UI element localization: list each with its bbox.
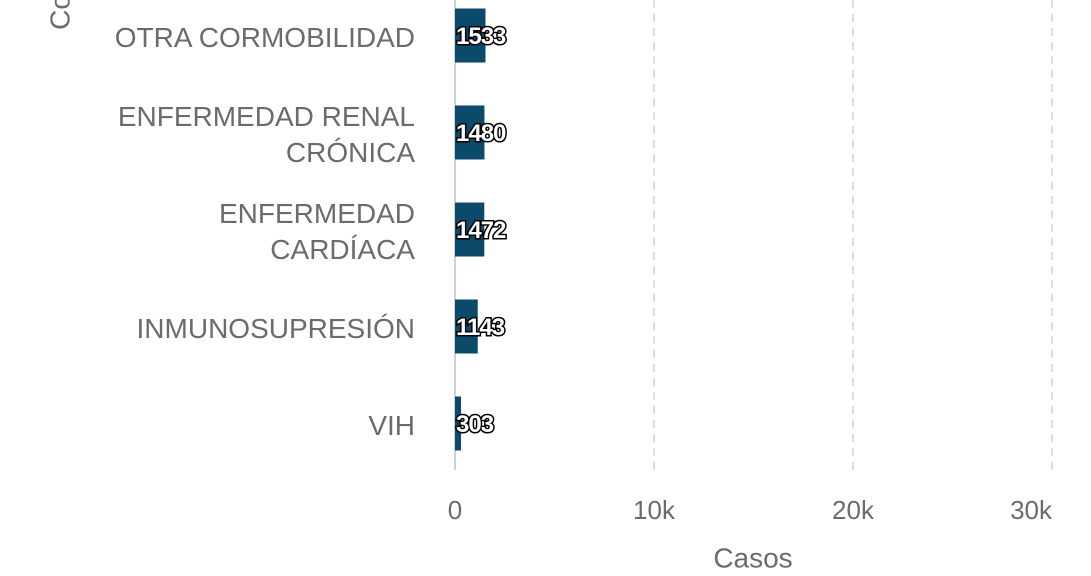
data-label: 303 [456,411,494,438]
x-tick-label: 20k [832,495,875,525]
data-label: 1472 [456,217,506,244]
y-tick-label: OTRA CORMOBILIDAD [114,21,415,53]
bar [455,202,485,257]
x-tick-label: 30k [1010,495,1053,525]
bar [455,396,462,451]
x-tick-label: 10k [633,495,676,525]
y-tick-label: VIH [368,409,415,441]
bar [455,299,478,354]
y-axis-label: Co [44,0,75,30]
x-tick-label: 0 [448,495,462,525]
bar [455,8,486,63]
bar [455,105,485,160]
x-axis-label: Casos [713,542,792,573]
y-tick-label: ENFERMEDAD CARDÍACA [218,197,415,265]
data-label: 1480 [456,120,506,147]
data-label: 1143 [456,314,505,341]
y-tick-label: INMUNOSUPRESIÓN [136,312,415,344]
y-tick-label: ENFERMEDAD RENAL CRÓNICA [117,100,415,168]
data-label: 1533 [456,23,506,50]
